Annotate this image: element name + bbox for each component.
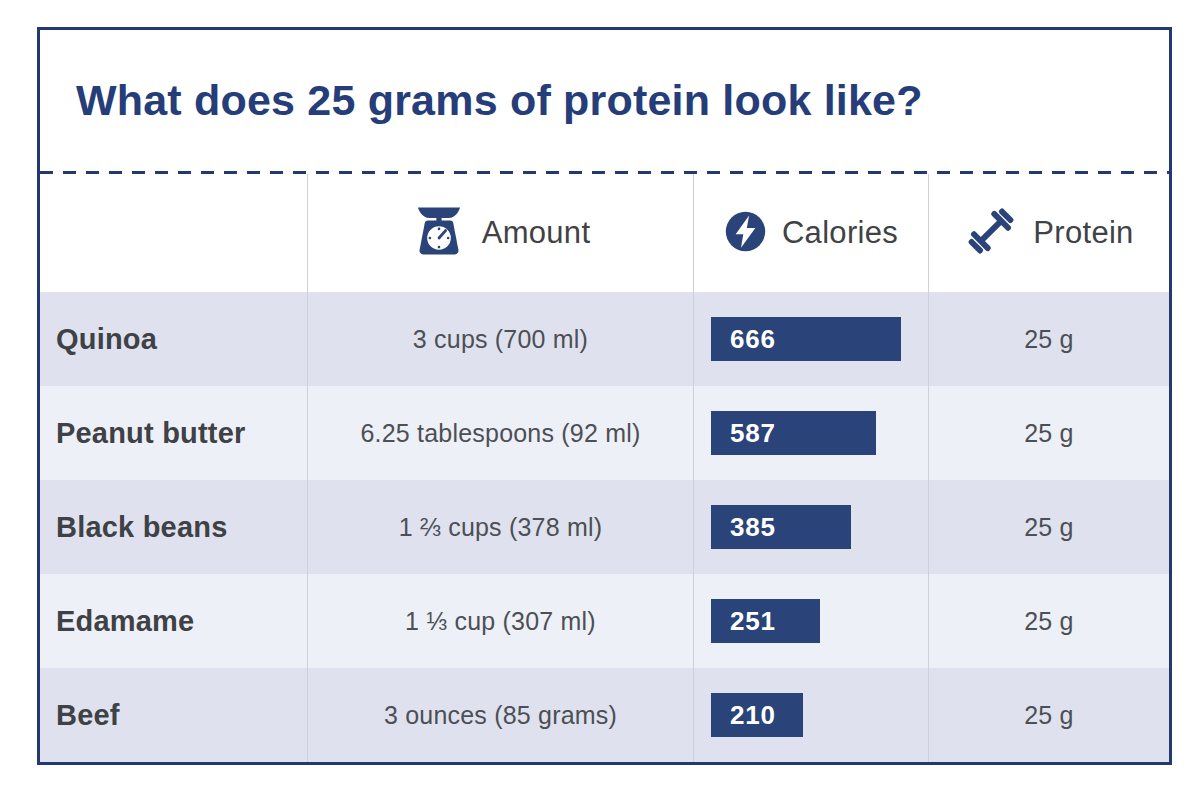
food-name: Quinoa xyxy=(56,323,157,356)
calorie-value: 385 xyxy=(730,512,776,543)
amount-value: 1 ⅓ cup (307 ml) xyxy=(405,607,596,636)
dumbbell-icon xyxy=(964,204,1018,262)
kitchen-scale-icon xyxy=(411,202,467,264)
infographic-card: What does 25 grams of protein look like? xyxy=(37,27,1172,765)
header-calories: Calories xyxy=(693,174,928,292)
amount-value: 6.25 tablespoons (92 ml) xyxy=(361,419,641,448)
calorie-value: 251 xyxy=(730,606,776,637)
calorie-value: 210 xyxy=(730,700,776,731)
protein-column-label: Protein xyxy=(1033,215,1133,251)
calories-column-label: Calories xyxy=(782,215,898,251)
amount-value: 3 ounces (85 grams) xyxy=(384,701,617,730)
food-name: Peanut butter xyxy=(56,417,246,450)
calorie-bar: 587 xyxy=(711,411,876,455)
table-row: Peanut butter 6.25 tablespoons (92 ml) 5… xyxy=(40,386,1169,480)
protein-value: 25 g xyxy=(1024,419,1073,448)
amount-value: 1 ⅔ cups (378 ml) xyxy=(399,513,603,542)
amount-column-label: Amount xyxy=(482,215,591,251)
calorie-value: 587 xyxy=(730,418,776,449)
calorie-value: 666 xyxy=(730,324,776,355)
protein-value: 25 g xyxy=(1024,325,1073,354)
food-name: Beef xyxy=(56,699,120,732)
table-row: Beef 3 ounces (85 grams) 210 25 g xyxy=(40,668,1169,762)
table-header: Amount Calories xyxy=(40,174,1169,292)
amount-value: 3 cups (700 ml) xyxy=(413,325,588,354)
page-title: What does 25 grams of protein look like? xyxy=(76,76,923,125)
header-amount: Amount xyxy=(307,174,693,292)
header-food-column xyxy=(40,174,307,292)
food-name: Edamame xyxy=(56,605,194,638)
calorie-bar: 666 xyxy=(711,317,901,361)
table-row: Quinoa 3 cups (700 ml) 666 25 g xyxy=(40,292,1169,386)
food-name: Black beans xyxy=(56,511,227,544)
calorie-bar: 251 xyxy=(711,599,820,643)
lightning-bolt-icon xyxy=(724,210,767,257)
title-section: What does 25 grams of protein look like? xyxy=(40,30,1169,171)
calorie-bar: 385 xyxy=(711,505,851,549)
table-body: Quinoa 3 cups (700 ml) 666 25 g Peanut b… xyxy=(40,292,1169,762)
table-row: Black beans 1 ⅔ cups (378 ml) 385 25 g xyxy=(40,480,1169,574)
protein-value: 25 g xyxy=(1024,513,1073,542)
protein-value: 25 g xyxy=(1024,701,1073,730)
table-row: Edamame 1 ⅓ cup (307 ml) 251 25 g xyxy=(40,574,1169,668)
calorie-bar: 210 xyxy=(711,693,803,737)
header-protein: Protein xyxy=(928,174,1169,292)
protein-value: 25 g xyxy=(1024,607,1073,636)
